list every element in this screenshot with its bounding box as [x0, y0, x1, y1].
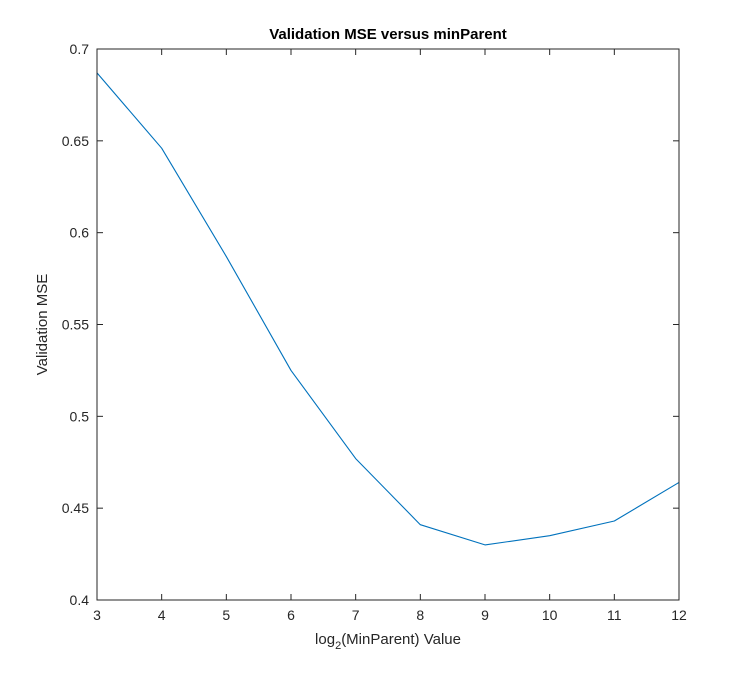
y-axis-label: Validation MSE — [34, 274, 51, 375]
chart-title: Validation MSE versus minParent — [269, 26, 507, 43]
y-tick-label: 0.5 — [70, 408, 90, 424]
axes-box — [96, 48, 680, 601]
x-tick-label: 5 — [222, 607, 230, 623]
plot-area — [97, 49, 679, 600]
x-tick-label: 3 — [93, 607, 101, 623]
series-layer — [96, 72, 680, 546]
y-axis-ticks: 0.4 0.45 0.5 0.55 0.6 0.65 0.7 — [62, 41, 679, 608]
y-tick-label: 0.65 — [62, 133, 89, 149]
x-axis-label-suffix: (MinParent) Value — [341, 631, 461, 648]
x-tick-label: 6 — [287, 607, 295, 623]
x-tick-label: 8 — [416, 607, 424, 623]
x-axis-label-subscript: 2 — [335, 640, 341, 652]
x-axis-label: log2(MinParent) Value — [315, 631, 461, 652]
x-tick-label: 9 — [481, 607, 489, 623]
x-tick-label: 4 — [158, 607, 166, 623]
y-tick-label: 0.7 — [70, 41, 90, 57]
y-tick-label: 0.4 — [70, 592, 90, 608]
x-axis-label-prefix: log — [315, 631, 335, 648]
x-tick-label: 12 — [671, 607, 687, 623]
x-tick-label: 10 — [542, 607, 558, 623]
series-line-0 — [96, 72, 680, 546]
y-tick-label: 0.6 — [70, 225, 90, 241]
y-tick-label: 0.45 — [62, 500, 89, 516]
x-tick-label: 11 — [607, 607, 622, 623]
x-tick-label: 7 — [352, 607, 360, 623]
x-axis-ticks: 3 4 5 6 7 8 9 10 11 12 — [93, 49, 687, 623]
y-tick-label: 0.55 — [62, 317, 89, 333]
